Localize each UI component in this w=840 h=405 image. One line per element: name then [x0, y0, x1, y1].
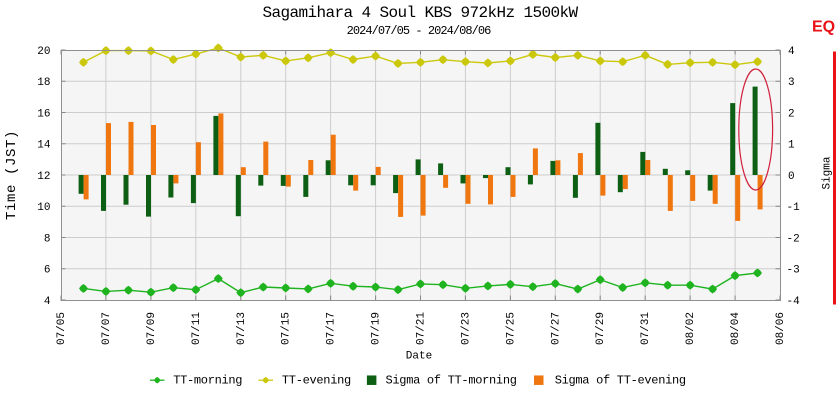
svg-text:20: 20: [37, 46, 50, 58]
svg-text:10: 10: [37, 202, 50, 214]
svg-text:2024/07/05 - 2024/08/06: 2024/07/05 - 2024/08/06: [347, 24, 492, 38]
svg-text:08/06: 08/06: [775, 312, 787, 345]
svg-text:07/19: 07/19: [371, 312, 383, 345]
svg-text:08/04: 08/04: [730, 312, 742, 345]
svg-text:07/21: 07/21: [416, 312, 428, 345]
svg-text:4: 4: [44, 296, 51, 308]
svg-text:EQ: EQ: [812, 19, 835, 36]
svg-text:08/02: 08/02: [685, 312, 697, 345]
svg-text:0: 0: [788, 171, 795, 183]
svg-text:12: 12: [37, 171, 50, 183]
svg-text:07/15: 07/15: [281, 312, 293, 345]
svg-text:07/13: 07/13: [236, 312, 248, 345]
svg-text:-2: -2: [787, 233, 800, 245]
svg-text:8: 8: [44, 233, 51, 245]
svg-text:Date: Date: [406, 350, 432, 362]
svg-text:-3: -3: [787, 265, 800, 277]
svg-text:-4: -4: [787, 296, 801, 308]
svg-text:07/29: 07/29: [595, 312, 607, 345]
svg-text:07/05: 07/05: [56, 312, 68, 345]
svg-text:07/23: 07/23: [460, 312, 472, 345]
svg-text:07/07: 07/07: [101, 312, 113, 345]
svg-text:TT-evening: TT-evening: [282, 373, 351, 387]
svg-text:Time (JST): Time (JST): [4, 130, 20, 220]
svg-text:2: 2: [788, 108, 795, 120]
svg-text:3: 3: [788, 77, 795, 89]
svg-text:6: 6: [44, 265, 51, 277]
svg-text:07/25: 07/25: [505, 312, 517, 345]
svg-text:16: 16: [37, 108, 50, 120]
svg-text:Sagamihara 4 Soul KBS 972kHz 1: Sagamihara 4 Soul KBS 972kHz 1500kW: [262, 4, 578, 22]
svg-text:07/09: 07/09: [146, 312, 158, 345]
svg-text:4: 4: [788, 46, 795, 58]
svg-text:1: 1: [788, 140, 795, 152]
svg-text:07/17: 07/17: [326, 312, 338, 345]
svg-text:18: 18: [37, 77, 50, 89]
svg-text:Sigma: Sigma: [822, 156, 834, 189]
svg-text:Sigma of TT-evening: Sigma of TT-evening: [555, 373, 686, 387]
svg-text:-1: -1: [787, 202, 801, 214]
svg-text:14: 14: [37, 140, 51, 152]
svg-text:07/31: 07/31: [640, 312, 652, 345]
svg-text:07/27: 07/27: [550, 312, 562, 345]
svg-text:07/11: 07/11: [191, 312, 203, 345]
svg-text:Sigma of TT-morning: Sigma of TT-morning: [386, 373, 517, 387]
svg-text:TT-morning: TT-morning: [173, 373, 242, 387]
